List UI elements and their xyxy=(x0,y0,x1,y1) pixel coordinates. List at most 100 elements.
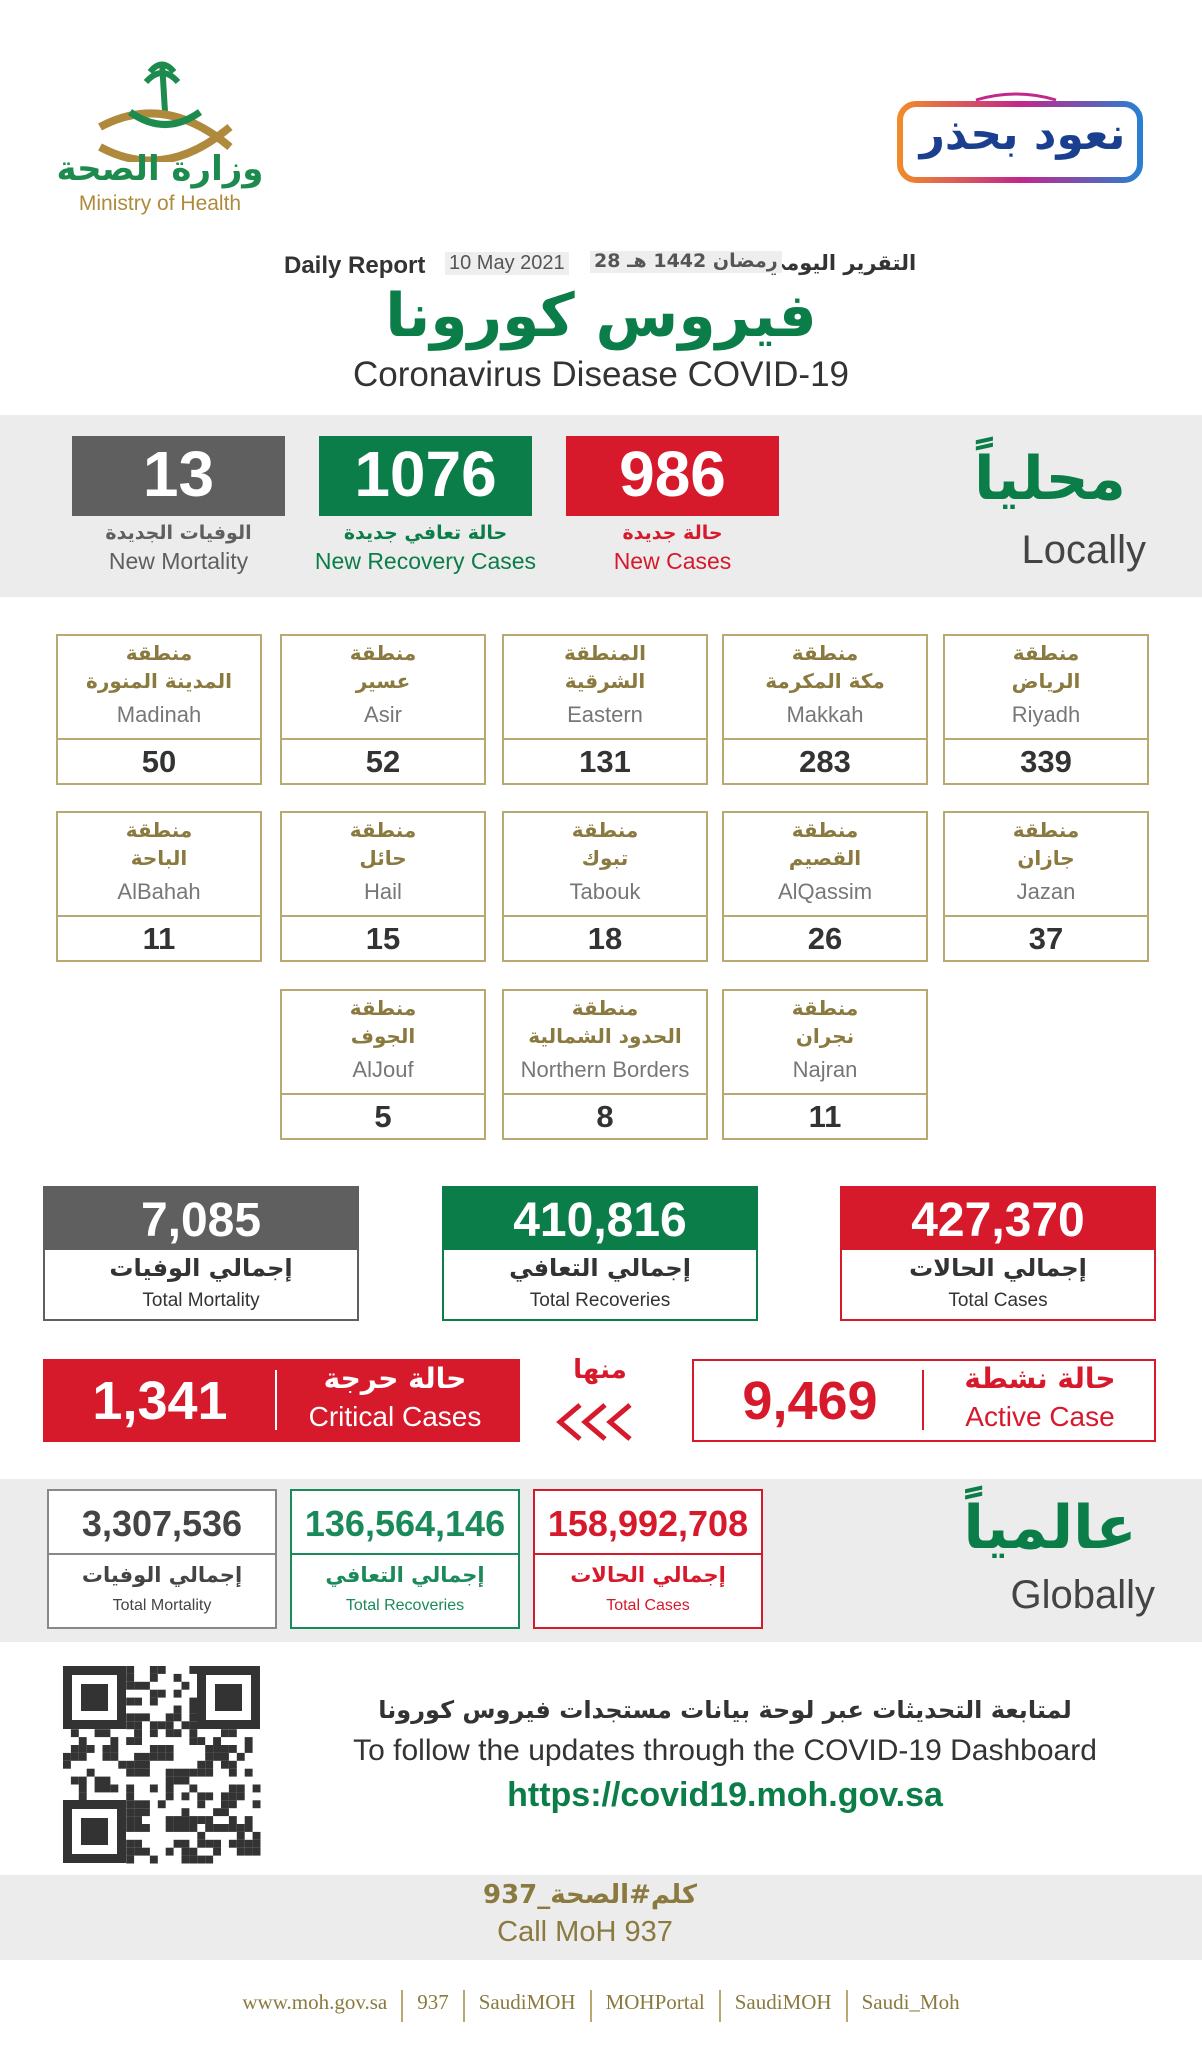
region-english: Riyadh xyxy=(1011,702,1081,727)
qr-module xyxy=(142,1713,150,1722)
region-arabic-name: نجران xyxy=(795,1024,855,1048)
qr-module xyxy=(205,1768,214,1777)
qr-finder xyxy=(215,1684,242,1711)
critical-english: Critical Cases xyxy=(308,1401,482,1432)
footer-link[interactable]: SaudiMOH xyxy=(718,1990,832,2022)
qr-module xyxy=(157,1689,166,1698)
critical-value: 1,341 xyxy=(92,1371,228,1431)
footer-link[interactable]: 937 xyxy=(401,1990,449,2022)
qr-module xyxy=(126,1808,135,1817)
stat-box xyxy=(566,436,779,516)
total-english: Total Recoveries xyxy=(529,1290,671,1311)
qr-module xyxy=(189,1816,198,1824)
region-arabic-top: منطقة xyxy=(349,641,417,665)
region-arabic-name: الرياض xyxy=(1011,669,1081,693)
qr-module xyxy=(252,1847,261,1856)
region-english: Northern Borders xyxy=(520,1057,690,1082)
qr-module xyxy=(165,1713,174,1722)
qr-module xyxy=(173,1713,182,1722)
qr-module xyxy=(181,1808,190,1817)
stat-english: New Cases xyxy=(613,548,732,574)
qr-module xyxy=(63,1752,71,1761)
qr-module xyxy=(165,1784,174,1793)
logo-english: Ministry of Health xyxy=(78,192,242,215)
qr-module xyxy=(173,1816,182,1824)
region-box xyxy=(502,634,708,785)
local-english: Locally xyxy=(1021,528,1146,572)
qr-module xyxy=(236,1839,245,1848)
qr-module xyxy=(213,1839,221,1848)
active-english: Active Case xyxy=(965,1401,1115,1432)
report-english: Daily Report xyxy=(284,252,426,279)
total-value: 410,816 xyxy=(513,1194,687,1247)
region-value: 11 xyxy=(808,1099,842,1134)
region-box xyxy=(722,989,928,1140)
footer-link[interactable]: Saudi_Moh xyxy=(845,1990,960,2022)
footer-link[interactable]: MOHPortal xyxy=(589,1990,705,2022)
qr-module xyxy=(110,1752,119,1761)
qr-module xyxy=(165,1721,174,1730)
qr-module xyxy=(181,1681,190,1690)
qr-module xyxy=(78,1792,87,1801)
region-box xyxy=(943,634,1149,785)
qr-module xyxy=(221,1800,229,1809)
qr-module xyxy=(149,1673,158,1682)
qr-module xyxy=(181,1792,190,1801)
qr-module xyxy=(244,1768,253,1777)
global-divider xyxy=(533,1553,763,1555)
qr-code xyxy=(63,1666,261,1864)
qr-module xyxy=(70,1745,79,1753)
region-english: AlBahah xyxy=(117,879,201,904)
qr-module xyxy=(173,1705,182,1714)
global-english-label: Total Cases xyxy=(606,1597,690,1614)
qr-module xyxy=(126,1737,135,1745)
qr-module xyxy=(134,1760,142,1769)
qr-module xyxy=(149,1855,158,1864)
global-box xyxy=(533,1489,763,1629)
region-divider xyxy=(943,915,1149,917)
qr-module xyxy=(252,1831,261,1840)
moh-logo-mark xyxy=(98,61,233,162)
qr-module xyxy=(236,1831,245,1840)
region-arabic-top: منطقة xyxy=(125,641,193,665)
qr-module xyxy=(165,1752,174,1761)
qr-module xyxy=(189,1737,198,1745)
stat-value: 13 xyxy=(142,438,215,510)
qr-module xyxy=(134,1721,142,1730)
global-divider xyxy=(290,1553,520,1555)
qr-module xyxy=(205,1745,214,1753)
qr-module xyxy=(110,1745,119,1753)
footer-link[interactable]: www.moh.gov.sa xyxy=(242,1990,388,2014)
footer-link[interactable]: SaudiMOH xyxy=(462,1990,576,2022)
qr-module xyxy=(126,1760,135,1769)
stat-arabic: حالة جديدة xyxy=(622,522,723,544)
qr-module xyxy=(244,1745,253,1753)
region-value: 339 xyxy=(1020,744,1072,779)
qr-module xyxy=(165,1776,174,1785)
qr-module xyxy=(142,1847,150,1856)
region-box xyxy=(722,634,928,785)
region-box xyxy=(502,989,708,1140)
region-box xyxy=(280,811,486,962)
region-arabic-top: المنطقة xyxy=(564,641,646,665)
local-arabic: محلياً xyxy=(974,444,1126,514)
qr-module xyxy=(236,1784,245,1793)
qr-module xyxy=(70,1752,79,1761)
region-value: 8 xyxy=(596,1099,614,1134)
global-arabic-label: إجمالي الحالات xyxy=(570,1563,726,1587)
qr-module xyxy=(118,1760,127,1769)
region-english: AlJouf xyxy=(352,1057,414,1082)
region-value: 15 xyxy=(365,921,401,956)
region-box xyxy=(502,811,708,962)
qr-module xyxy=(228,1800,237,1809)
qr-module xyxy=(165,1792,174,1801)
qr-module xyxy=(126,1713,135,1722)
qr-module xyxy=(94,1729,103,1738)
qr-module xyxy=(134,1681,142,1690)
qr-module xyxy=(205,1752,214,1761)
qr-module xyxy=(110,1784,119,1793)
region-english: Asir xyxy=(364,702,402,727)
qr-module xyxy=(205,1855,214,1864)
region-arabic-name: مكة المكرمة xyxy=(765,669,885,693)
qr-module xyxy=(197,1816,206,1824)
